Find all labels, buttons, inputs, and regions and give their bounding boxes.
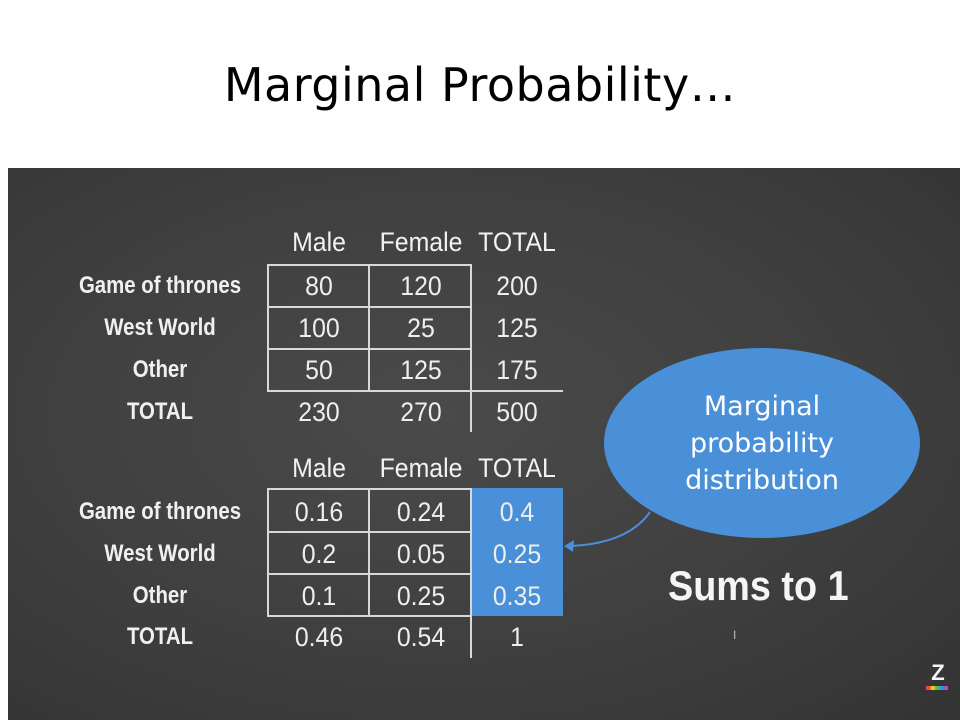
row-label-total: TOTAL	[126, 398, 194, 425]
sums-to-one-text: Sums to 1	[668, 562, 849, 609]
probability-total-cell: 0.54	[396, 622, 446, 652]
count-cell: 125	[400, 355, 442, 385]
header-male: Male	[292, 453, 346, 483]
slide-title: Marginal Probability…	[223, 58, 737, 112]
count-cell: 175	[496, 355, 538, 385]
header-female: Female	[379, 453, 463, 483]
count-cell: 50	[305, 355, 333, 385]
grid-line	[267, 531, 471, 533]
grid-line	[368, 264, 370, 390]
probability-cell: 0.16	[294, 497, 344, 527]
grid-line	[267, 264, 269, 390]
callout-text: Marginal probability distribution	[604, 388, 920, 499]
marginal-cell: 0.35	[492, 581, 542, 611]
probability-cell: 0.25	[396, 581, 446, 611]
grid-line	[267, 615, 471, 617]
probability-cell: 0.05	[396, 539, 446, 569]
callout-line: distribution	[685, 465, 839, 496]
grid-line	[267, 573, 471, 575]
row-label-other: Other	[132, 582, 188, 609]
header-total: TOTAL	[478, 453, 556, 483]
zedstatistics-logo-icon: Z	[931, 660, 945, 685]
row-label-west-world: West World	[104, 540, 216, 567]
marginal-cell: 0.4	[499, 497, 535, 527]
header-total: TOTAL	[478, 227, 556, 257]
grid-line	[267, 306, 471, 308]
count-cell: 120	[400, 271, 442, 301]
probability-cell: 0.1	[301, 581, 337, 611]
count-cell: 200	[496, 271, 538, 301]
logo-dots-icon	[926, 686, 948, 690]
row-label-game-of-thrones: Game of thrones	[78, 272, 242, 299]
count-cell: 80	[305, 271, 333, 301]
arrow-line	[571, 511, 651, 547]
grid-line	[267, 264, 471, 266]
grid-line	[368, 488, 370, 616]
row-label-game-of-thrones: Game of thrones	[78, 498, 242, 525]
count-cell: 100	[298, 313, 340, 343]
probability-total-cell: 1	[510, 622, 524, 652]
probability-cell: 0.24	[396, 497, 446, 527]
probability-cell: 0.2	[301, 539, 337, 569]
count-total-cell: 270	[400, 397, 442, 427]
grid-line	[470, 488, 472, 658]
marginal-cell: 0.25	[492, 539, 542, 569]
header-male: Male	[292, 227, 346, 257]
row-label-total: TOTAL	[126, 623, 194, 650]
text-cursor-icon: I	[733, 628, 737, 642]
probability-total-cell: 0.46	[294, 622, 344, 652]
row-label-other: Other	[132, 356, 188, 383]
marginal-highlight	[472, 488, 563, 616]
count-cell: 125	[496, 313, 538, 343]
count-total-cell: 500	[496, 397, 538, 427]
grid-line	[267, 488, 269, 616]
grid-line	[470, 264, 472, 432]
header-female: Female	[379, 227, 463, 257]
grid-line	[267, 348, 471, 350]
count-total-cell: 230	[298, 397, 340, 427]
callout-line: Marginal	[703, 391, 821, 422]
count-cell: 25	[407, 313, 435, 343]
grid-line	[267, 390, 563, 392]
callout-line: probability	[689, 428, 835, 459]
row-label-west-world: West World	[104, 314, 216, 341]
grid-line	[267, 488, 471, 490]
arrow-head	[564, 540, 574, 552]
callout-bubble	[604, 348, 920, 538]
